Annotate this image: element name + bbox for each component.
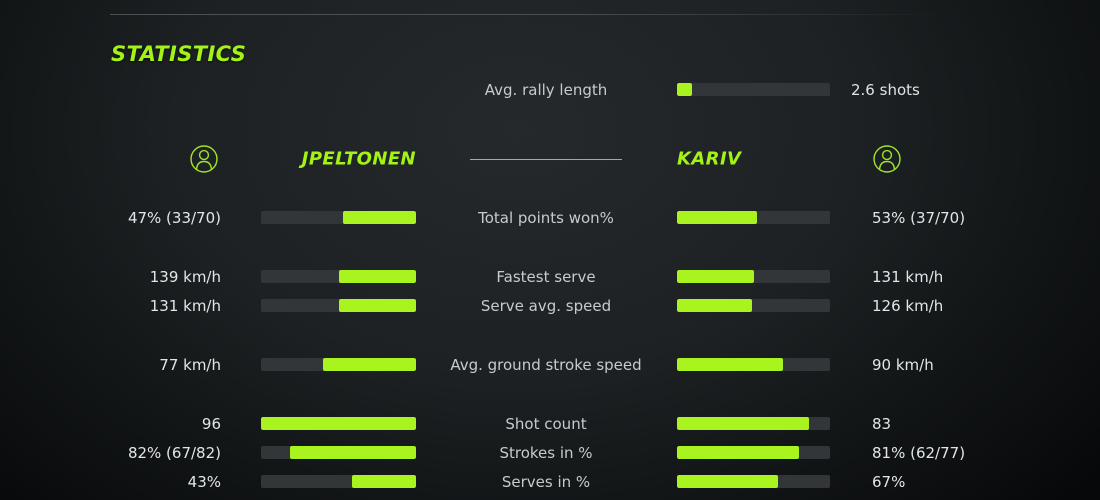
right-value: 131 km/h	[872, 267, 944, 286]
right-bar-fill	[677, 475, 778, 488]
right-value: 53% (37/70)	[872, 208, 966, 227]
right-bar	[677, 270, 830, 283]
left-bar-fill	[338, 299, 416, 312]
right-value: 81% (62/77)	[872, 443, 966, 462]
left-value: 82% (67/82)	[127, 443, 221, 462]
center-divider-line	[470, 159, 622, 160]
left-bar	[261, 270, 416, 283]
left-bar	[261, 358, 416, 371]
left-value: 131 km/h	[149, 296, 221, 315]
stat-row-fastest-serve: 139 km/h Fastest serve 131 km/h	[0, 267, 1100, 286]
stat-row-serve-avg-speed: 131 km/h Serve avg. speed 126 km/h	[0, 296, 1100, 315]
person-icon	[871, 143, 903, 175]
rally-length-bar-fill	[677, 83, 693, 96]
left-bar-fill	[323, 358, 416, 371]
page-title: STATISTICS	[111, 42, 247, 66]
right-bar	[677, 299, 830, 312]
left-value: 77 km/h	[159, 355, 221, 374]
stat-label: Avg. ground stroke speed	[450, 355, 642, 374]
right-bar	[677, 211, 830, 224]
stat-label: Serve avg. speed	[480, 296, 612, 315]
right-value: 67%	[872, 472, 906, 491]
left-bar-fill	[261, 417, 416, 430]
stat-label: Total points won%	[478, 208, 614, 227]
stat-row-serves-in-pct: 43% Serves in % 67%	[0, 472, 1100, 491]
person-icon	[188, 143, 220, 175]
rally-length-row: Avg. rally length 2.6 shots	[0, 80, 1100, 99]
left-bar-fill	[338, 270, 416, 283]
top-divider	[110, 14, 950, 15]
stat-row-strokes-in-pct: 82% (67/82) Strokes in % 81% (62/77)	[0, 443, 1100, 462]
left-bar-fill	[352, 475, 416, 488]
right-value: 126 km/h	[872, 296, 944, 315]
left-value: 43%	[187, 472, 221, 491]
left-value: 47% (33/70)	[127, 208, 221, 227]
stat-label: Fastest serve	[496, 267, 596, 286]
rally-length-bar	[677, 83, 830, 96]
right-bar-fill	[677, 299, 752, 312]
right-value: 90 km/h	[872, 355, 934, 374]
stat-label: Serves in %	[501, 472, 591, 491]
left-bar	[261, 211, 416, 224]
right-bar-fill	[677, 270, 754, 283]
right-bar-fill	[677, 358, 783, 371]
players-header: JPELTONEN KARIV	[0, 143, 1100, 175]
rally-length-label: Avg. rally length	[484, 80, 608, 99]
right-bar	[677, 475, 830, 488]
stat-row-shot-count: 96 Shot count 83	[0, 414, 1100, 433]
stat-label: Strokes in %	[499, 443, 593, 462]
left-bar	[261, 475, 416, 488]
right-bar	[677, 446, 830, 459]
right-value: 83	[872, 414, 892, 433]
right-bar-fill	[677, 446, 800, 459]
right-bar	[677, 358, 830, 371]
stat-label: Shot count	[505, 414, 587, 433]
stat-row-total-points: 47% (33/70) Total points won% 53% (37/70…	[0, 208, 1100, 227]
right-bar-fill	[677, 211, 757, 224]
left-value: 96	[201, 414, 221, 433]
left-bar	[261, 299, 416, 312]
rally-length-value: 2.6 shots	[851, 80, 920, 99]
player-left-name: JPELTONEN	[301, 148, 416, 170]
left-bar-fill	[343, 211, 416, 224]
left-bar-fill	[290, 446, 416, 459]
stat-row-ground-stroke-speed: 77 km/h Avg. ground stroke speed 90 km/h	[0, 355, 1100, 374]
player-right-name: KARIV	[677, 148, 742, 170]
right-bar	[677, 417, 830, 430]
left-bar	[261, 417, 416, 430]
left-bar	[261, 446, 416, 459]
right-bar-fill	[677, 417, 809, 430]
left-value: 139 km/h	[149, 267, 221, 286]
